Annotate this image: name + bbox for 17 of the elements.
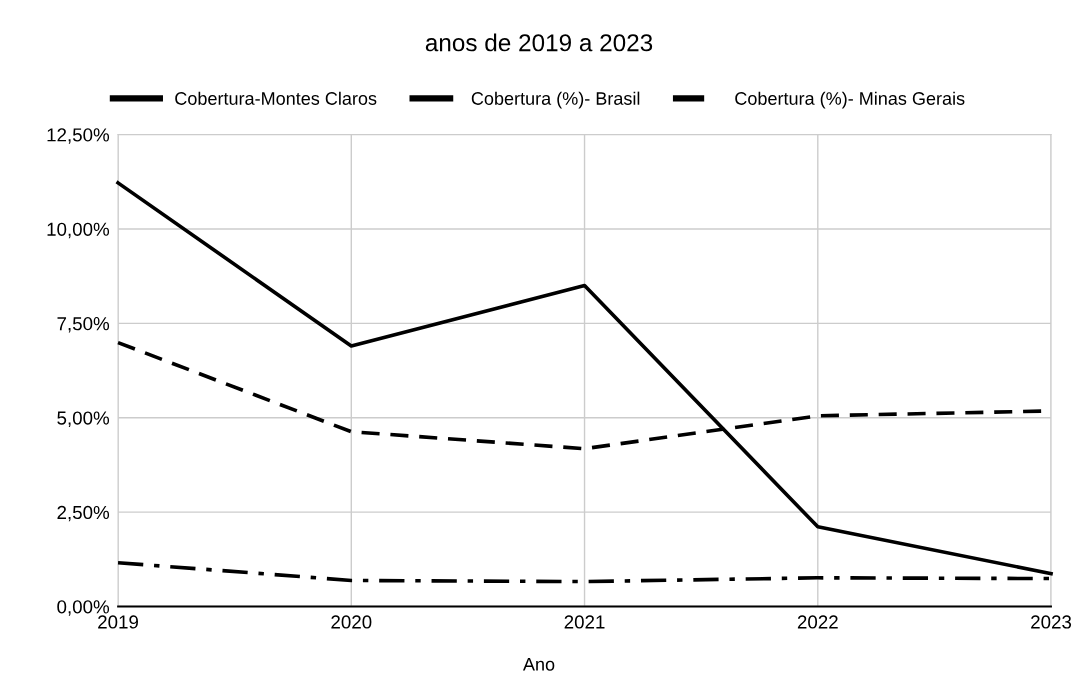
y-tick-label: 7,50%	[57, 317, 110, 333]
legend-label: Cobertura (%)- Brasil	[471, 91, 640, 109]
legend-label: Cobertura-Montes Claros	[175, 91, 377, 105]
chart-title: anos de 2019 a 2023	[425, 33, 653, 52]
x-tick-label: 2023	[1031, 615, 1072, 629]
x-tick-label: 2021	[564, 615, 605, 629]
y-tick-label: 10,00%	[47, 222, 110, 239]
x-tick-label: 2020	[331, 615, 372, 629]
y-tick-label: 2,50%	[57, 505, 110, 522]
y-tick-label: 0,00%	[57, 600, 110, 616]
line-series	[116, 181, 1053, 576]
y-tick-label: 12,50%	[47, 128, 110, 144]
x-tick-label: 2019	[98, 615, 139, 629]
legend-label: Cobertura (%)- Minas Gerais	[735, 91, 965, 109]
y-tick-label: 5,00%	[57, 411, 110, 427]
x-tick-label: 2022	[797, 615, 838, 629]
x-axis-title: Ano	[522, 658, 555, 671]
